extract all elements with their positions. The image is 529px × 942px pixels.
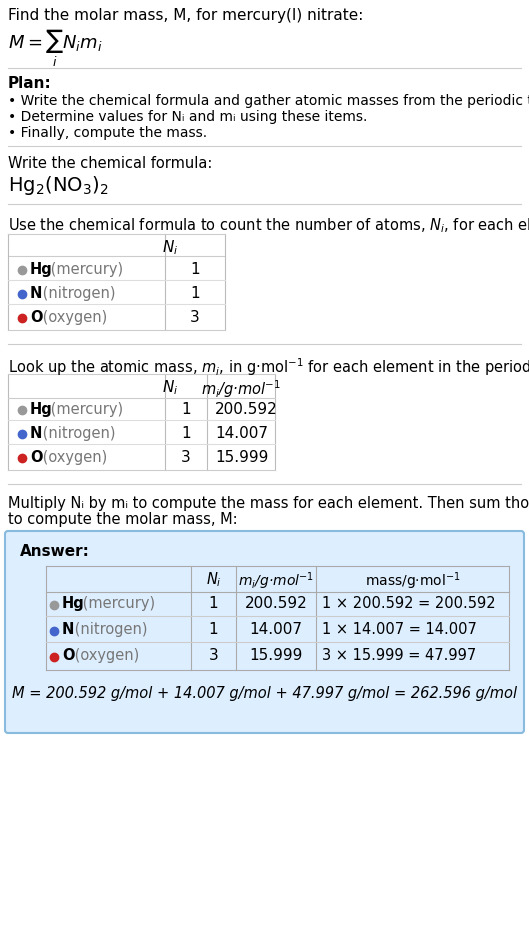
Text: 1: 1 [181, 402, 191, 417]
Text: 1: 1 [190, 286, 200, 301]
Text: N: N [30, 286, 42, 301]
Text: Write the chemical formula:: Write the chemical formula: [8, 156, 212, 171]
Text: (nitrogen): (nitrogen) [38, 286, 115, 301]
Text: (mercury): (mercury) [46, 262, 123, 277]
Text: 1: 1 [181, 426, 191, 441]
Text: Answer:: Answer: [20, 544, 90, 559]
Text: (nitrogen): (nitrogen) [38, 426, 115, 441]
Text: M = 200.592 g/mol + 14.007 g/mol + 47.997 g/mol = 262.596 g/mol: M = 200.592 g/mol + 14.007 g/mol + 47.99… [12, 686, 517, 701]
Text: 1: 1 [208, 596, 218, 611]
Text: 200.592: 200.592 [244, 596, 307, 611]
Text: (mercury): (mercury) [78, 596, 155, 611]
Text: to compute the molar mass, M:: to compute the molar mass, M: [8, 512, 238, 527]
Text: Look up the atomic mass, $m_i$, in g·mol$^{-1}$ for each element in the periodic: Look up the atomic mass, $m_i$, in g·mol… [8, 356, 529, 378]
Text: N: N [30, 426, 42, 441]
Text: 3 × 15.999 = 47.997: 3 × 15.999 = 47.997 [322, 648, 476, 663]
Text: O: O [62, 648, 75, 663]
Text: Hg: Hg [62, 596, 85, 611]
Text: 3: 3 [208, 648, 218, 663]
Text: 1 × 200.592 = 200.592: 1 × 200.592 = 200.592 [322, 596, 496, 611]
Text: $m_i$/g·mol$^{-1}$: $m_i$/g·mol$^{-1}$ [238, 570, 314, 592]
Text: $M = \sum_i N_i m_i$: $M = \sum_i N_i m_i$ [8, 28, 103, 69]
Text: 14.007: 14.007 [250, 622, 303, 637]
Text: Find the molar mass, M, for mercury(I) nitrate:: Find the molar mass, M, for mercury(I) n… [8, 8, 363, 23]
Text: (oxygen): (oxygen) [38, 310, 107, 325]
Text: Hg: Hg [30, 262, 53, 277]
Text: 3: 3 [190, 310, 200, 325]
Text: 1: 1 [190, 262, 200, 277]
Text: (oxygen): (oxygen) [70, 648, 139, 663]
Text: (mercury): (mercury) [46, 402, 123, 417]
Text: $N_i$: $N_i$ [162, 238, 178, 257]
Text: 15.999: 15.999 [215, 450, 268, 465]
Text: 3: 3 [181, 450, 191, 465]
Text: mass/g·mol$^{-1}$: mass/g·mol$^{-1}$ [364, 570, 460, 592]
Text: Hg: Hg [30, 402, 53, 417]
Text: 200.592: 200.592 [215, 402, 278, 417]
Text: Multiply Nᵢ by mᵢ to compute the mass for each element. Then sum those values: Multiply Nᵢ by mᵢ to compute the mass fo… [8, 496, 529, 511]
Text: 1: 1 [208, 622, 218, 637]
Text: Plan:: Plan: [8, 76, 52, 91]
Text: • Write the chemical formula and gather atomic masses from the periodic table.: • Write the chemical formula and gather … [8, 94, 529, 108]
Text: (oxygen): (oxygen) [38, 450, 107, 465]
Text: O: O [30, 310, 42, 325]
Text: • Finally, compute the mass.: • Finally, compute the mass. [8, 126, 207, 140]
Text: Use the chemical formula to count the number of atoms, $N_i$, for each element:: Use the chemical formula to count the nu… [8, 216, 529, 235]
Text: • Determine values for Nᵢ and mᵢ using these items.: • Determine values for Nᵢ and mᵢ using t… [8, 110, 367, 124]
Text: $N_i$: $N_i$ [206, 570, 221, 589]
FancyBboxPatch shape [5, 531, 524, 733]
Text: $N_i$: $N_i$ [162, 378, 178, 397]
Text: $m_i$/g·mol$^{-1}$: $m_i$/g·mol$^{-1}$ [201, 378, 281, 399]
Text: (nitrogen): (nitrogen) [70, 622, 148, 637]
Text: N: N [62, 622, 75, 637]
Text: 15.999: 15.999 [249, 648, 303, 663]
Text: $\mathrm{Hg_2(NO_3)_2}$: $\mathrm{Hg_2(NO_3)_2}$ [8, 174, 108, 197]
Text: 14.007: 14.007 [215, 426, 268, 441]
Text: 1 × 14.007 = 14.007: 1 × 14.007 = 14.007 [322, 622, 477, 637]
Text: O: O [30, 450, 42, 465]
